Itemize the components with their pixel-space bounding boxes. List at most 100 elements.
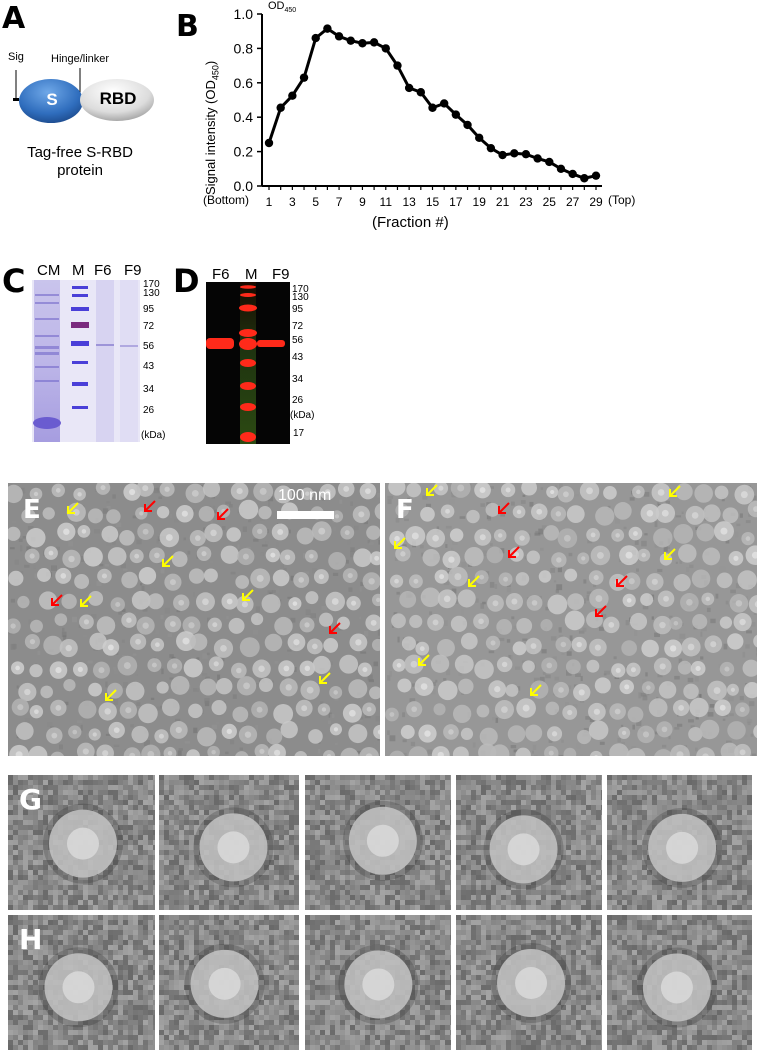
- data-point: [288, 91, 297, 100]
- particle-tile-g-1: [8, 775, 155, 910]
- red-arrow-icon: [144, 500, 156, 512]
- data-point: [486, 143, 496, 153]
- y-tick-label: 0.4: [234, 109, 254, 125]
- data-point: [334, 32, 344, 41]
- yellow-arrow-icon: [426, 484, 438, 496]
- mw-marker: 72: [292, 321, 304, 332]
- lane-label-f6: F6: [94, 262, 112, 279]
- mw-marker: 95: [292, 304, 304, 315]
- coomassie-gel-image: [32, 280, 140, 442]
- mw-marker: 170: [143, 279, 160, 290]
- panel-letter-a: A: [2, 1, 26, 36]
- x-tick-label: 15: [426, 195, 440, 209]
- yellow-arrow-icon: [162, 555, 174, 567]
- em-micrograph-f: [385, 483, 757, 756]
- yellow-arrow-icon: [105, 689, 117, 701]
- mw-marker: 26: [143, 405, 155, 416]
- panel-letter-d: D: [173, 262, 200, 300]
- diagram-caption: Tag-free S-RBD protein: [20, 144, 140, 180]
- lane-label-f9: F9: [272, 266, 290, 283]
- mw-marker: 56: [143, 341, 155, 352]
- panel-f-em-image: F: [385, 483, 757, 756]
- data-point: [510, 149, 519, 158]
- data-point: [358, 39, 367, 48]
- panel-letter-b: B: [176, 9, 199, 44]
- mw-marker: 130: [292, 292, 309, 303]
- data-point: [439, 99, 449, 108]
- mw-marker: 26: [292, 395, 304, 406]
- yellow-arrow-icon: [394, 537, 406, 549]
- data-point: [369, 38, 379, 47]
- yellow-arrow-icon: [80, 595, 92, 607]
- x-tick-label: 27: [566, 195, 580, 209]
- particle-tile-h-2: [159, 915, 299, 1050]
- data-point: [311, 33, 320, 43]
- data-point: [580, 174, 589, 183]
- x-tick-label: 25: [543, 195, 557, 209]
- scale-bar-label: 100 nm: [278, 487, 332, 504]
- red-arrow-icon: [217, 508, 229, 520]
- yellow-arrow-icon: [319, 672, 331, 684]
- yellow-arrow-icon: [242, 589, 254, 601]
- mw-marker: 130: [143, 288, 160, 299]
- mw-marker: 43: [292, 352, 304, 363]
- scale-bar: [277, 511, 334, 519]
- particle-tile-g-2: [159, 775, 299, 910]
- x-tick-label: 9: [359, 195, 366, 209]
- red-arrow-icon: [51, 594, 63, 606]
- data-point: [264, 138, 274, 148]
- data-point: [545, 157, 554, 167]
- red-arrow-icon: [616, 575, 628, 587]
- yellow-arrow-icon: [530, 684, 542, 696]
- panel-letter-e: E: [23, 495, 41, 525]
- lane-label-cm: CM: [37, 262, 61, 279]
- red-arrow-icon: [498, 502, 510, 514]
- x-tick-label: 17: [449, 195, 463, 209]
- sig-label: Sig: [8, 51, 24, 63]
- x-tick-label: 5: [312, 195, 319, 209]
- y-tick-label: 0.6: [234, 75, 254, 91]
- mw-marker: 17: [293, 428, 305, 439]
- lane-label-f6: F6: [212, 266, 230, 283]
- od-unit-sub: 450: [284, 7, 297, 15]
- od-unit-label: OD450: [268, 0, 296, 14]
- mw-unit-kda: (kDa): [141, 430, 166, 441]
- data-point: [323, 24, 332, 33]
- hinge-linker-label: Hinge/linker: [51, 53, 110, 65]
- data-point: [381, 44, 390, 53]
- y-tick-label: 0.8: [234, 40, 254, 56]
- particle-tile-h-5: [607, 915, 752, 1050]
- mw-marker: 43: [143, 361, 155, 372]
- panel-letter-h: H: [19, 923, 43, 956]
- x-tick-label: 1: [266, 195, 273, 209]
- x-tick-label: 7: [336, 195, 343, 209]
- od-unit-text: OD: [268, 0, 285, 12]
- panel-letter-g: G: [19, 783, 42, 816]
- data-point: [346, 36, 355, 45]
- lane-label-m: M: [245, 266, 258, 283]
- yellow-arrow-icon: [664, 548, 676, 560]
- data-point: [475, 133, 484, 143]
- data-point: [451, 110, 461, 119]
- mw-marker: 34: [143, 384, 155, 395]
- domain-diagram: [13, 68, 154, 123]
- x-axis-bottom-note: (Bottom): [203, 193, 250, 207]
- mw-marker: 34: [292, 374, 304, 385]
- em-micrograph-e: [8, 483, 380, 756]
- y-tick-label: 1.0: [234, 6, 254, 22]
- data-point: [556, 164, 566, 173]
- data-point: [533, 154, 542, 163]
- x-tick-label: 19: [473, 195, 487, 209]
- red-arrow-icon: [595, 605, 607, 617]
- data-point: [404, 83, 414, 93]
- particle-tile-g-3: [305, 775, 451, 910]
- x-tick-label: 29: [589, 195, 603, 209]
- data-point: [416, 88, 426, 97]
- particle-tile-h-3: [305, 915, 451, 1050]
- particle-tile-h-1: [8, 915, 155, 1050]
- data-point: [498, 150, 507, 160]
- data-point: [591, 171, 601, 180]
- data-point: [568, 169, 577, 179]
- caption-line-2: protein: [57, 162, 103, 179]
- mw-marker: 95: [143, 304, 155, 315]
